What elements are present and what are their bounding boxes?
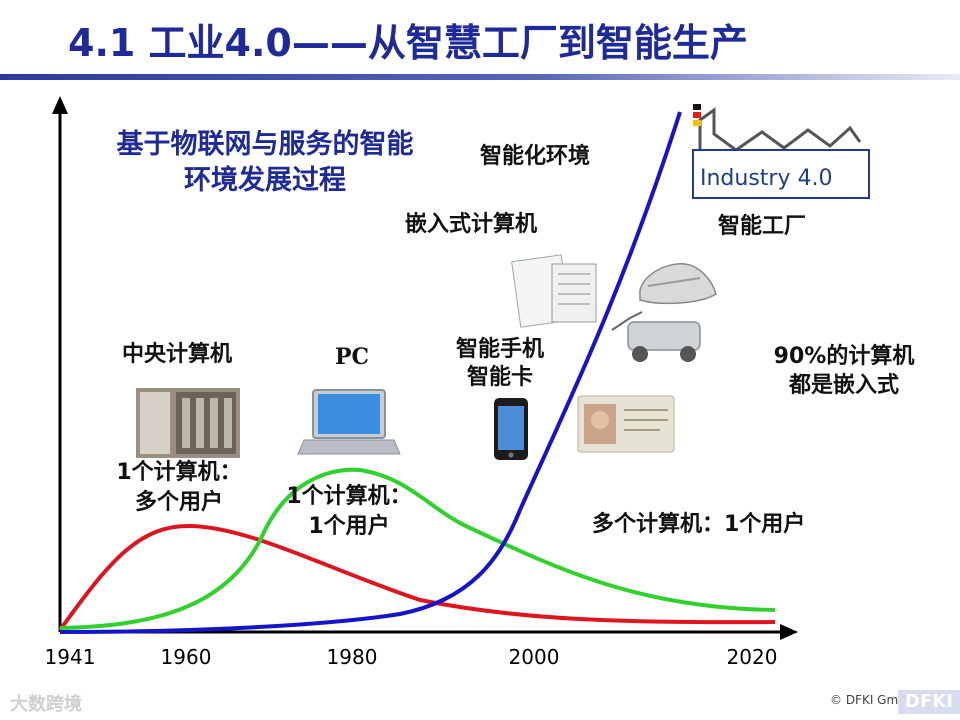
documents-icon	[511, 254, 597, 328]
label-pc-users-line1: 1个计算机：	[286, 484, 412, 509]
laptop-icon	[297, 389, 401, 455]
x-tick-1980: 1980	[327, 645, 378, 669]
label-pc-users-line2: 1个用户	[308, 514, 390, 539]
x-tick-2020: 2020	[727, 645, 778, 669]
label-pc-users: 1个计算机： 1个用户	[274, 482, 424, 542]
mainframe-photo-icon	[136, 388, 240, 458]
watermark: 大数跨境	[10, 694, 82, 715]
y-axis-arrow	[52, 96, 68, 114]
smartphone-icon	[494, 398, 528, 460]
dfki-logo: DFKI	[898, 690, 960, 714]
label-mainframe-users: 1个计算机： 多个用户	[104, 458, 254, 518]
label-smart-environment: 智能化环境	[480, 144, 591, 169]
label-smart-factory: 智能工厂	[718, 214, 807, 239]
shoe-icon	[639, 263, 717, 305]
id-card-icon	[577, 395, 675, 453]
diagram-subtitle: 基于物联网与服务的智能 环境发展过程	[70, 127, 460, 199]
industry-logo-text: Industry 4.0	[700, 166, 832, 191]
label-embedded-share-line1: 90%的计算机	[773, 344, 915, 369]
x-axis-arrow	[780, 624, 798, 640]
title-divider	[0, 74, 960, 80]
label-embedded-share-line2: 都是嵌入式	[788, 373, 899, 398]
page-title: 4.1 工业4.0——从智慧工厂到智能生产	[68, 21, 748, 65]
mainframe-curve	[58, 523, 776, 632]
subtitle-line-2: 环境发展过程	[184, 165, 346, 196]
label-mainframe-users-line2: 多个用户	[134, 490, 223, 515]
label-many-computers: 多个计算机：1个用户	[592, 512, 806, 537]
factory-icon: Industry 4.0	[690, 104, 870, 200]
x-tick-2000: 2000	[509, 645, 560, 669]
robot-car-icon	[611, 311, 701, 362]
x-tick-1960: 1960	[161, 645, 212, 669]
label-mainframe: 中央计算机	[122, 342, 233, 367]
label-smartphone-smartcard: 智能手机 智能卡	[440, 336, 560, 392]
label-smartcard: 智能卡	[466, 365, 533, 390]
embedded-curve	[59, 111, 682, 634]
label-mainframe-users-line1: 1个计算机：	[116, 460, 242, 485]
pc-curve	[59, 467, 776, 630]
x-tick-1941: 1941	[45, 645, 96, 669]
label-embedded-computers: 嵌入式计算机	[405, 212, 538, 237]
label-pc: PC	[335, 344, 370, 370]
subtitle-line-1: 基于物联网与服务的智能	[116, 129, 414, 160]
label-embedded-share: 90%的计算机 都是嵌入式	[752, 342, 936, 400]
label-smartphone: 智能手机	[455, 337, 544, 362]
copyright: © DFKI GmbH	[830, 693, 915, 707]
